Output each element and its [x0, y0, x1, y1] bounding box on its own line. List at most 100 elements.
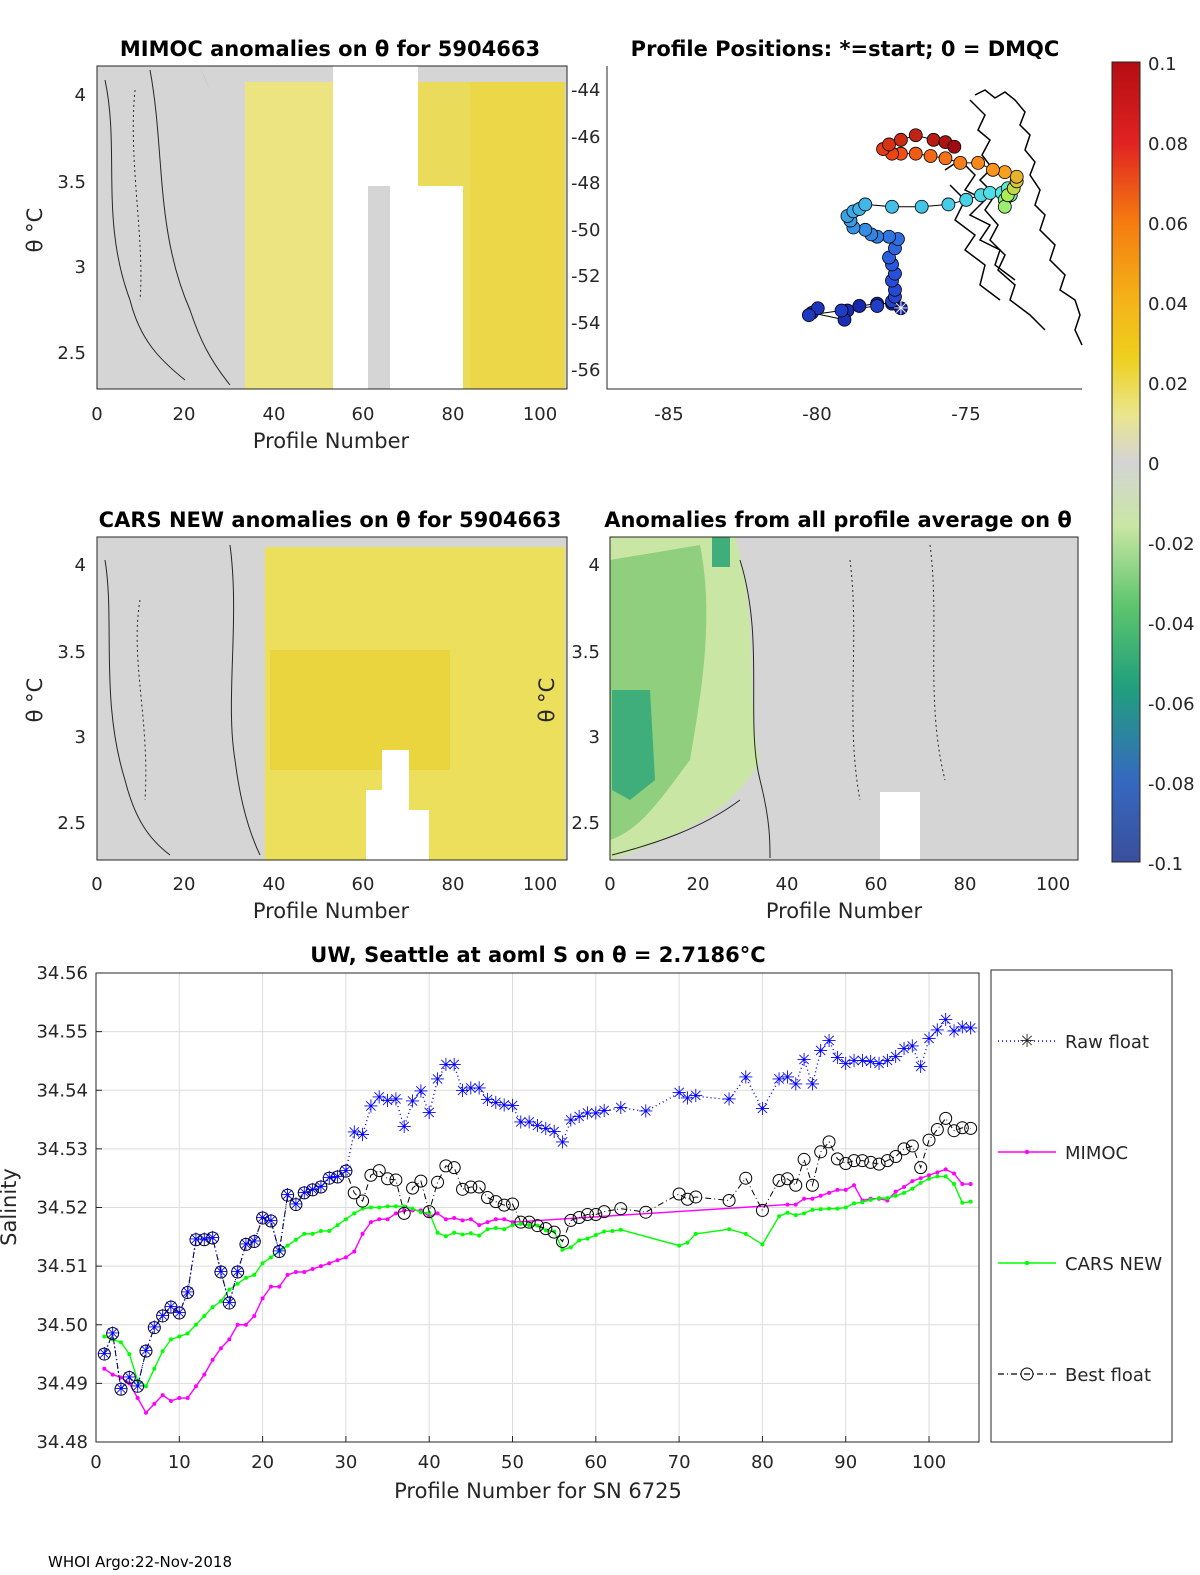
salinity-xtick: 50	[501, 1452, 524, 1473]
profile-position-point	[908, 128, 923, 143]
data-point: ✳	[680, 1088, 695, 1109]
data-point	[902, 1184, 907, 1189]
data-point	[168, 1337, 173, 1342]
data-point	[177, 1334, 182, 1339]
avg-x-label: Profile Number	[766, 899, 923, 923]
data-point	[810, 1207, 815, 1212]
data-point	[785, 1202, 790, 1207]
profile-position-point	[923, 149, 938, 163]
data-point	[960, 1182, 965, 1187]
avg-xtick: 40	[776, 874, 799, 895]
data-point: ✳	[380, 1091, 395, 1112]
cars-gap-3	[409, 810, 429, 860]
data-point	[493, 1217, 498, 1222]
data-point	[960, 1200, 965, 1205]
data-point	[160, 1393, 165, 1398]
salinity-xtick: 90	[834, 1452, 857, 1473]
data-point	[222, 1296, 236, 1310]
cars-xtick: 60	[352, 874, 375, 895]
legend-best-label: Best float	[1065, 1365, 1151, 1386]
data-point	[947, 1124, 961, 1138]
data-point: ✳	[122, 1368, 137, 1389]
data-point	[880, 1154, 894, 1168]
salinity-ytick: 34.51	[36, 1256, 88, 1277]
data-point	[506, 1197, 520, 1211]
data-point: ✳	[797, 1050, 812, 1071]
data-point	[156, 1309, 170, 1323]
legend-item-cars: CARS NEW	[998, 1254, 1162, 1275]
data-point	[789, 1178, 803, 1192]
positions-ytick: -54	[571, 313, 600, 334]
data-point	[247, 1235, 261, 1249]
positions-ytick: -52	[571, 266, 600, 287]
positions-y-ticks: -44 -46 -48 -50 -52 -54 -56	[571, 80, 600, 381]
data-point	[260, 1261, 265, 1266]
data-point: ✳	[938, 1010, 953, 1031]
legend-item-mimoc: MIMOC	[998, 1143, 1128, 1164]
data-point	[885, 1196, 890, 1201]
data-point	[864, 1155, 878, 1169]
data-point	[777, 1214, 782, 1219]
data-point: ✳	[322, 1168, 337, 1189]
data-point	[843, 1205, 848, 1210]
salinity-series: ✳✳✳✳✳✳✳✳✳✳✳✳✳✳✳✳✳✳✳✳✳✳✳✳✳✳✳✳✳✳✳✳✳✳✳✳✳✳✳✳…	[97, 1010, 978, 1415]
mimoc-ytick: 2.5	[57, 343, 86, 364]
data-point	[131, 1379, 145, 1393]
profile-position-point	[801, 308, 816, 323]
mimoc-axes-box	[96, 65, 568, 390]
data-point	[339, 1164, 353, 1178]
coastline-fjords	[944, 159, 1016, 281]
data-point: ✳	[188, 1230, 203, 1251]
data-point: ✳	[913, 1057, 928, 1078]
data-point	[577, 1238, 582, 1243]
mimoc-ytick: 3.5	[57, 172, 86, 193]
salinity-xtick: 30	[334, 1452, 357, 1473]
legend-cars-marker-icon	[1024, 1260, 1030, 1266]
data-point	[210, 1305, 215, 1310]
avg-ytick: 2.5	[571, 813, 600, 834]
profile-position-point	[953, 155, 968, 170]
coastline-inner	[969, 99, 1046, 331]
data-point: ✳	[138, 1341, 153, 1362]
data-point	[943, 1167, 948, 1172]
data-point	[310, 1231, 315, 1236]
data-point: ✳	[463, 1078, 478, 1099]
data-point	[502, 1217, 507, 1222]
avg-contour-4	[929, 544, 946, 781]
data-point	[360, 1231, 365, 1236]
data-point	[460, 1232, 465, 1237]
data-point: ✳	[338, 1161, 353, 1182]
data-point	[739, 1171, 753, 1185]
data-point	[518, 1221, 523, 1226]
legend-raw-label: Raw float	[1065, 1032, 1149, 1053]
data-point	[343, 1217, 348, 1222]
data-point	[760, 1242, 765, 1247]
data-point	[835, 1187, 840, 1192]
data-point: ✳	[288, 1195, 303, 1216]
cars-title: CARS NEW anomalies on θ for 5904663	[99, 508, 562, 532]
data-point	[352, 1249, 357, 1254]
data-point	[893, 1189, 898, 1194]
data-point	[452, 1216, 457, 1221]
data-point	[477, 1223, 482, 1228]
data-point	[922, 1133, 936, 1147]
data-point	[302, 1231, 307, 1236]
data-point: ✳	[538, 1119, 553, 1140]
data-point	[202, 1313, 207, 1318]
data-point: ✳	[105, 1324, 120, 1345]
data-point	[847, 1154, 861, 1168]
mimoc-heatmap	[97, 66, 567, 389]
data-point	[393, 1204, 398, 1209]
data-point: ✳	[305, 1180, 320, 1201]
salinity-ytick: 34.49	[36, 1373, 88, 1394]
data-point: ✳	[955, 1018, 970, 1039]
data-point	[281, 1188, 295, 1202]
data-point	[377, 1205, 382, 1210]
data-point	[839, 1157, 853, 1171]
data-point: ✳	[788, 1074, 803, 1095]
data-point: ✳	[372, 1087, 387, 1108]
data-point: ✳	[772, 1070, 787, 1091]
data-point	[381, 1172, 395, 1186]
mimoc-contour-2	[149, 69, 231, 386]
